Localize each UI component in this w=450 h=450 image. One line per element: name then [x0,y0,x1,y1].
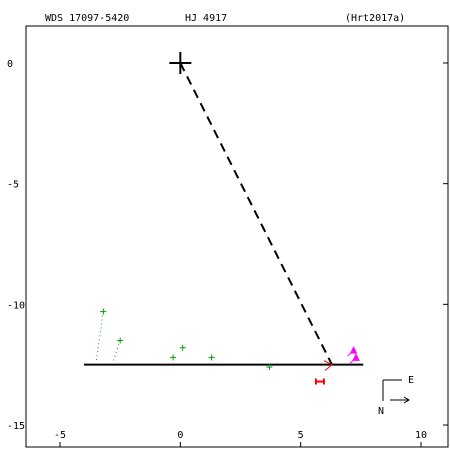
y-tick-label: -5 [7,180,19,191]
green-residual-line [95,311,104,363]
compass-east-label: E [408,375,414,386]
chart-marks [84,52,364,385]
header-wds-id: WDS 17097-5420 [45,13,129,24]
magenta-measure [349,346,358,354]
y-tick-label: -15 [7,421,25,432]
connector-line [179,62,333,366]
header-discoverer: HJ 4917 [185,13,227,24]
fit-end-marker [323,360,333,372]
y-tick-label: -10 [7,300,25,311]
plot-frame [25,25,449,448]
y-tick-label: 0 [7,59,13,70]
axis-ticks: -5 0 5 10 0 -5 -10 -15 [7,59,448,447]
header-reference: (Hrt2017a) [345,13,405,24]
x-tick-label: 10 [415,430,427,441]
x-tick-label: 5 [298,430,304,441]
x-tick-label: 0 [177,430,183,441]
compass-arrowhead [403,396,410,404]
magenta-residual-line [347,352,351,357]
magenta-measure [352,353,360,361]
x-tick-label: -5 [54,430,66,441]
magenta-residual-line [349,360,354,364]
green-residual-line [112,340,121,363]
compass-north-label: N [378,406,384,417]
compass: E N [378,375,414,417]
